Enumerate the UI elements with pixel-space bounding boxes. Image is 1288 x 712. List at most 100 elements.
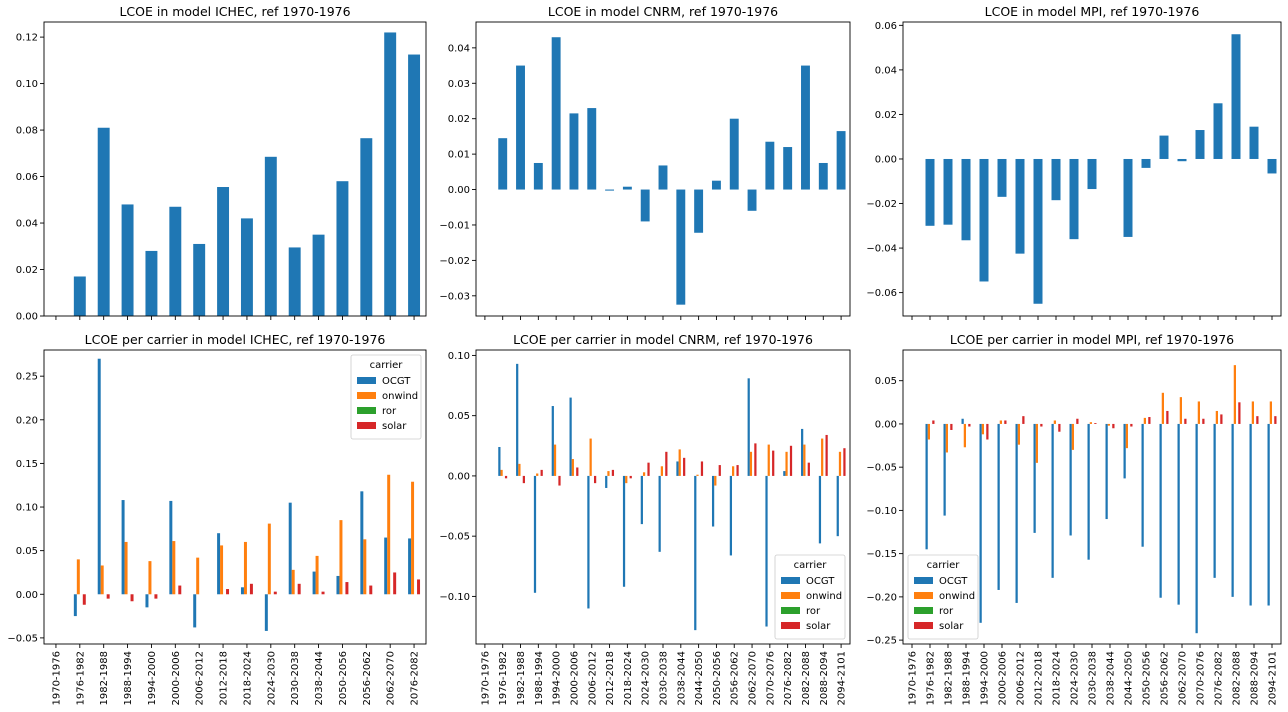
bar <box>1159 135 1169 159</box>
plot-frame <box>43 349 427 645</box>
bar-onwind <box>1143 417 1146 424</box>
legend-label: solar <box>382 421 407 432</box>
y-tick-label: 0.00 <box>875 154 897 165</box>
bar-OCGT <box>1051 423 1054 578</box>
x-tick-label: 2024-2030 <box>641 651 652 706</box>
legend-swatch-OCGT <box>357 377 376 384</box>
bar-solar <box>1220 414 1223 424</box>
bar-OCGT <box>658 475 661 552</box>
bar <box>676 189 686 305</box>
bar-solar <box>772 450 775 476</box>
x-tick-label: 1988-1994 <box>123 651 134 706</box>
bar-onwind <box>196 557 200 595</box>
x-tick-label: 2038-2044 <box>314 651 325 706</box>
x-tick-label: 2094-2101 <box>1268 651 1279 706</box>
bar-OCGT <box>925 423 928 550</box>
bar <box>73 276 86 316</box>
y-tick-label: −0.02 <box>439 256 470 267</box>
y-tick-label: 0.05 <box>16 546 38 557</box>
bar-OCGT <box>729 475 733 556</box>
x-tick-label: 1988-1994 <box>534 651 545 706</box>
bar-solar <box>700 461 704 476</box>
bar-onwind <box>172 541 176 595</box>
y-tick-label: 0.08 <box>16 126 38 137</box>
x-tick-label: 2044-2050 <box>694 651 705 706</box>
chart-title: LCOE in model ICHEC, ref 1970-1976 <box>119 4 350 19</box>
x-tick-label: 2056-2062 <box>1160 651 1171 706</box>
bar-OCGT <box>569 397 572 476</box>
bar-OCGT <box>1177 423 1180 605</box>
legend-swatch-ror <box>914 607 933 614</box>
legend-label: solar <box>939 621 964 632</box>
bar-OCGT <box>1033 423 1036 533</box>
bar-OCGT <box>943 423 946 516</box>
x-tick-label: 2012-2018 <box>219 651 230 706</box>
bar <box>533 162 543 190</box>
legend-box <box>774 554 846 640</box>
x-tick-label: 2044-2050 <box>1124 651 1135 706</box>
bar-OCGT <box>1213 423 1216 578</box>
bar-onwind <box>981 423 984 435</box>
bar <box>765 141 775 190</box>
bar-onwind <box>696 474 699 476</box>
legend-box <box>907 554 979 640</box>
bar <box>384 32 397 316</box>
legend-swatch-onwind <box>357 392 376 399</box>
legend-label: OCGT <box>806 576 835 587</box>
bar-OCGT <box>979 423 982 623</box>
y-tick-label: −0.10 <box>866 506 897 517</box>
x-tick-label: 1994-2000 <box>552 651 563 706</box>
y-tick-label: 0.05 <box>875 376 897 387</box>
bar-onwind <box>767 444 770 476</box>
bar-onwind <box>553 444 557 476</box>
bar-onwind <box>678 449 681 476</box>
bar <box>360 138 373 316</box>
y-tick-label: 0.10 <box>16 79 38 90</box>
bar <box>943 158 953 225</box>
bar-solar <box>1148 417 1151 424</box>
bar-OCGT <box>1015 423 1018 603</box>
x-tick-label: 1976-1982 <box>926 651 937 706</box>
y-tick-label: 0.02 <box>875 110 897 121</box>
x-tick-label: 2030-2038 <box>659 651 670 706</box>
bar <box>1123 158 1133 237</box>
bar-onwind <box>999 420 1002 424</box>
bar-onwind <box>803 444 806 476</box>
bar-OCGT <box>1267 423 1270 606</box>
x-tick-label: 2018-2024 <box>1052 651 1063 706</box>
legend: carrier OCGT onwind ror solar <box>774 554 846 640</box>
chart-title: LCOE in model CNRM, ref 1970-1976 <box>548 4 778 19</box>
bar-onwind <box>785 451 788 476</box>
bar-onwind <box>518 463 521 476</box>
bar-OCGT <box>1105 423 1108 520</box>
x-tick-label: 2088-2094 <box>1250 651 1261 706</box>
bar <box>836 131 846 190</box>
x-tick-label: 2056-2062 <box>362 651 373 706</box>
bar-solar <box>593 475 597 484</box>
y-tick-label: 0.25 <box>16 372 38 383</box>
x-tick-label: 2024-2030 <box>266 651 277 706</box>
bar-onwind <box>1215 410 1218 424</box>
bar-onwind <box>642 472 646 476</box>
x-tick-label: 2006-2012 <box>195 651 206 706</box>
y-tick-label: −0.04 <box>866 244 897 255</box>
chart-panel-0: LCOE in model ICHEC, ref 1970-1976 0.00 0.… <box>16 4 427 323</box>
bar-OCGT <box>1087 423 1090 560</box>
bar-solar <box>345 582 349 595</box>
bar-solar <box>226 589 230 595</box>
bar <box>408 54 421 317</box>
bar-solar <box>576 467 579 476</box>
bar-solar <box>950 423 953 430</box>
bar-solar <box>611 469 615 476</box>
bar-solar <box>807 462 810 476</box>
bar-solar <box>297 583 301 595</box>
x-tick-label: 2094-2101 <box>837 651 848 706</box>
legend-label: ror <box>806 606 821 617</box>
x-tick-label: 2082-2088 <box>1232 651 1243 706</box>
bar <box>1231 34 1241 159</box>
bar-solar <box>1022 416 1025 424</box>
bar <box>961 158 971 241</box>
bar-onwind <box>536 473 539 476</box>
bar-OCGT <box>73 594 77 617</box>
